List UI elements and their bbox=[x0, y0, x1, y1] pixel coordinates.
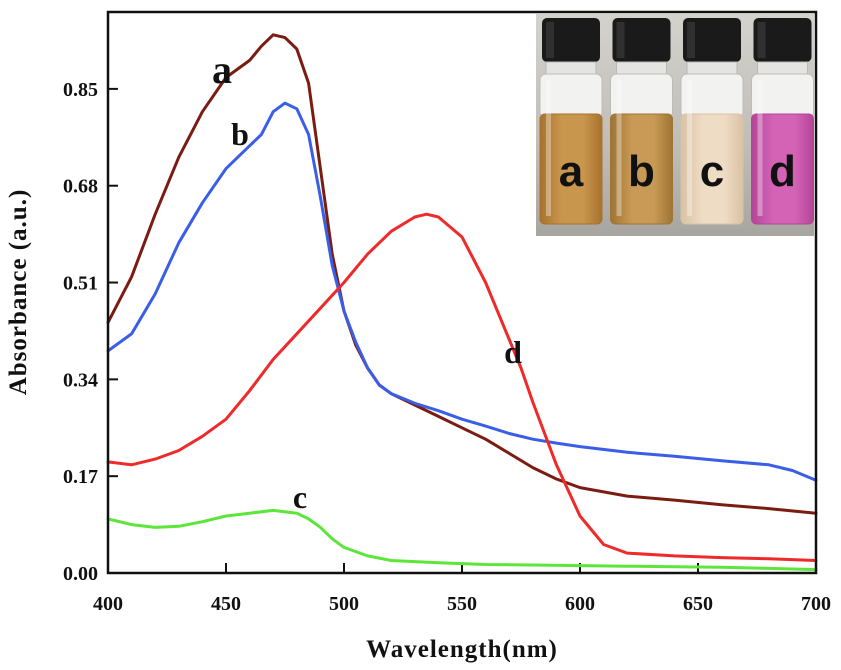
y-tick-label: 0.68 bbox=[63, 176, 98, 198]
vial-cap bbox=[753, 18, 812, 62]
series-line-d bbox=[106, 212, 818, 562]
vial-c: c bbox=[680, 18, 744, 225]
x-tick-label: 400 bbox=[93, 593, 123, 615]
y-tick-label: 0.85 bbox=[63, 79, 98, 101]
curve-label-c: c bbox=[293, 479, 307, 515]
vial-a: a bbox=[539, 18, 603, 225]
y-tick-label: 0.00 bbox=[63, 563, 98, 585]
vial-label: c bbox=[700, 147, 724, 196]
x-axis-ticks: 400 450 500 550 600 650 700 bbox=[93, 563, 831, 615]
y-axis-ticks: 0.00 0.17 0.34 0.51 0.68 0.85 bbox=[63, 79, 118, 585]
y-axis-title: Absorbance (a.u.) bbox=[5, 189, 32, 396]
x-tick-label: 450 bbox=[211, 593, 241, 615]
x-tick-label: 500 bbox=[329, 593, 359, 615]
plot-frame bbox=[106, 10, 818, 575]
vial-label: d bbox=[769, 147, 796, 196]
x-tick-label: 550 bbox=[447, 593, 477, 615]
x-tick-label: 700 bbox=[801, 593, 831, 615]
y-tick-label: 0.34 bbox=[63, 369, 98, 391]
series-layer bbox=[106, 33, 818, 572]
vial-liquid bbox=[610, 113, 673, 225]
curve-annotations: ab c d bbox=[212, 47, 522, 515]
curve-label-a: a bbox=[212, 47, 232, 92]
vial-cap bbox=[683, 18, 741, 62]
x-axis-title: Wavelength(nm) bbox=[366, 636, 558, 663]
y-tick-label: 0.51 bbox=[63, 273, 98, 295]
vial-d: d bbox=[751, 18, 814, 225]
vial-cap bbox=[612, 18, 671, 62]
vial-liquid bbox=[539, 113, 603, 225]
x-tick-label: 600 bbox=[565, 593, 595, 615]
vial-liquid bbox=[751, 113, 814, 225]
vial-label: b bbox=[628, 147, 655, 196]
vial-cap bbox=[542, 18, 600, 62]
x-tick-label: 650 bbox=[683, 593, 713, 615]
series-line-b bbox=[106, 101, 818, 482]
curve-label-b: b bbox=[231, 116, 249, 152]
series-line-c bbox=[106, 508, 818, 572]
vial-liquid bbox=[680, 113, 744, 225]
curve-label-d: d bbox=[504, 334, 522, 370]
vial-label: a bbox=[559, 147, 584, 196]
y-tick-label: 0.17 bbox=[63, 466, 98, 488]
vial-b: b bbox=[610, 18, 673, 225]
